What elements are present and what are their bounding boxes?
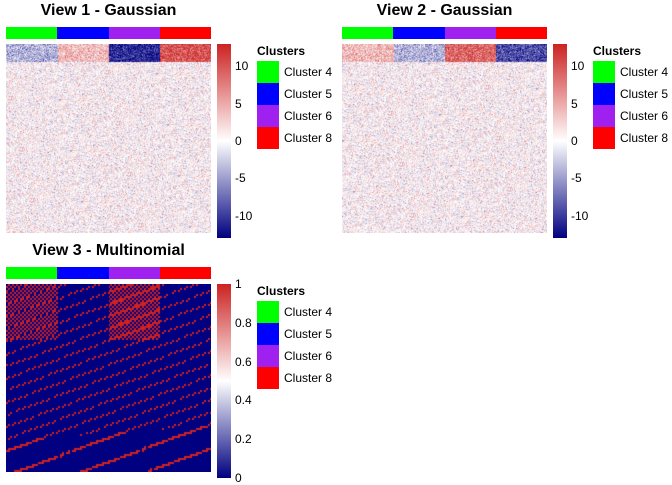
cluster-annotation-0 — [6, 267, 58, 279]
legend-swatch — [593, 105, 615, 127]
cluster-annotation-1 — [57, 27, 109, 39]
legend-label: Cluster 8 — [284, 131, 333, 145]
chart-title: View 2 - Gaussian — [376, 2, 513, 19]
legend-label: Cluster 8 — [620, 131, 669, 145]
scale-tick: -10 — [235, 208, 253, 223]
heatmap-cells — [342, 44, 547, 233]
scale-tick: 0 — [571, 134, 578, 148]
cluster-annotation-2 — [108, 27, 160, 39]
scale-tick: 10 — [235, 59, 249, 74]
legend-item: Cluster 4 — [257, 301, 332, 323]
cluster-annotation-2 — [108, 267, 160, 279]
legend-title: Clusters — [257, 44, 306, 58]
cluster-annotation-3 — [159, 267, 211, 279]
legend-item: Cluster 5 — [593, 83, 668, 105]
legend-swatch — [257, 105, 279, 127]
legend-label: Cluster 5 — [284, 87, 333, 101]
legend-title: Clusters — [593, 44, 642, 58]
cluster-annotation-bar — [342, 27, 547, 39]
cluster-annotation-bar — [6, 267, 211, 279]
color-scale — [553, 44, 567, 238]
legend-label: Cluster 6 — [620, 109, 669, 123]
legend-item: Cluster 8 — [257, 367, 332, 389]
legend-item: Cluster 6 — [593, 105, 668, 127]
legend-item: Cluster 5 — [257, 323, 332, 345]
scale-tick: 10 — [571, 59, 585, 74]
scale-tick: 0 — [235, 134, 242, 148]
chart-title: View 1 - Gaussian — [40, 2, 177, 19]
heatmap-cells — [6, 284, 211, 472]
cluster-annotation-2 — [444, 27, 496, 39]
heatmap-panel-2: View 2 - Gaussian 10 5 0 -5 -10 Clusters Cluste… — [336, 0, 672, 240]
cluster-annotation-1 — [393, 27, 445, 39]
legend-title: Clusters — [257, 284, 306, 298]
chart-title: View 3 - Multinomial — [32, 242, 185, 259]
legend-swatch — [593, 61, 615, 83]
legend-swatch — [257, 61, 279, 83]
color-scale — [217, 284, 231, 478]
legend-swatch — [257, 345, 279, 367]
scale-tick: 1 — [235, 277, 242, 291]
cluster-annotation-0 — [6, 27, 58, 39]
scale-tick: 0.4 — [235, 393, 252, 408]
scale-tick: 0.8 — [235, 315, 252, 330]
legend-item: Cluster 6 — [257, 345, 332, 367]
legend-swatch — [257, 367, 279, 389]
legend-swatch — [593, 83, 615, 105]
legend: Clusters Cluster 4 Cluster 5 Cluster 6 Clust… — [593, 44, 668, 149]
heatmap-panel-3: View 3 - Multinomial 1 0.8 0.6 0.4 0.2 0 Cluste… — [0, 240, 336, 485]
legend-swatch — [257, 323, 279, 345]
legend-label: Cluster 8 — [284, 371, 333, 385]
legend-swatch — [593, 127, 615, 149]
legend: Clusters Cluster 4 Cluster 5 Cluster 6 Clust… — [257, 284, 332, 389]
legend-label: Cluster 5 — [284, 327, 333, 341]
legend-label: Cluster 5 — [620, 87, 669, 101]
cluster-annotation-3 — [495, 27, 547, 39]
legend: Clusters Cluster 4 Cluster 5 Cluster 6 Clust… — [257, 44, 332, 149]
legend-item: Cluster 4 — [593, 61, 668, 83]
legend-item: Cluster 6 — [257, 105, 332, 127]
scale-tick: 0.6 — [235, 354, 252, 369]
scale-tick: 0 — [235, 471, 242, 485]
legend-item: Cluster 5 — [257, 83, 332, 105]
legend-label: Cluster 4 — [284, 305, 333, 319]
legend-label: Cluster 4 — [620, 65, 669, 79]
legend-item: Cluster 8 — [257, 127, 332, 149]
color-scale — [217, 44, 231, 238]
scale-tick: 5 — [235, 96, 242, 111]
scale-tick: -5 — [571, 171, 582, 186]
legend-item: Cluster 8 — [593, 127, 668, 149]
cluster-annotation-3 — [159, 27, 211, 39]
legend-swatch — [257, 301, 279, 323]
cluster-annotation-1 — [57, 267, 109, 279]
cluster-annotation-bar — [6, 27, 211, 39]
legend-label: Cluster 6 — [284, 349, 333, 363]
scale-tick: -5 — [235, 171, 246, 186]
scale-tick: 0.2 — [235, 432, 252, 447]
scale-tick: -10 — [571, 208, 589, 223]
scale-tick: 5 — [571, 96, 578, 111]
legend-label: Cluster 6 — [284, 109, 333, 123]
legend-item: Cluster 4 — [257, 61, 332, 83]
legend-swatch — [257, 127, 279, 149]
heatmap-panel-1: View 1 - Gaussian 10 5 0 -5 -10 Clusters Cluste… — [0, 0, 336, 240]
heatmap-cells — [6, 44, 211, 233]
legend-swatch — [257, 83, 279, 105]
legend-label: Cluster 4 — [284, 65, 333, 79]
cluster-annotation-0 — [342, 27, 394, 39]
